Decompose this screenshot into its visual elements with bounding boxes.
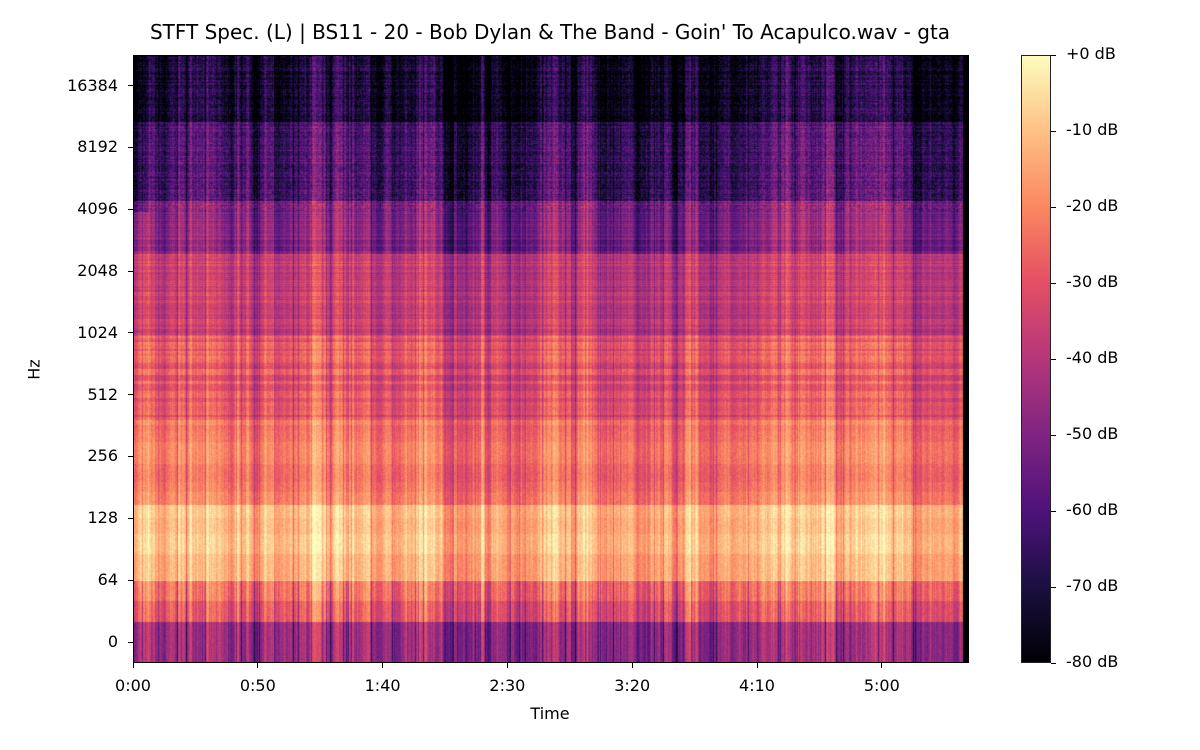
x-tick-mark bbox=[756, 663, 758, 668]
colorbar-tick-label: -50 dB bbox=[1066, 424, 1119, 443]
y-tick-mark bbox=[128, 579, 133, 581]
colorbar-tick-mark bbox=[1051, 130, 1056, 132]
y-tick-label: 8192 bbox=[77, 137, 118, 157]
x-tick-label: 3:20 bbox=[614, 676, 651, 695]
y-tick-mark bbox=[128, 394, 133, 396]
y-tick-label: 16384 bbox=[67, 75, 118, 95]
colorbar-tick-mark bbox=[1051, 282, 1056, 284]
colorbar-tick-mark bbox=[1051, 586, 1056, 588]
spectrogram-heatmap bbox=[134, 56, 968, 662]
y-tick-mark bbox=[128, 270, 133, 272]
colorbar-tick-label: +0 dB bbox=[1066, 44, 1116, 63]
x-tick-label: 5:00 bbox=[863, 676, 900, 695]
colorbar-tick-mark bbox=[1051, 54, 1056, 56]
x-tick-mark bbox=[881, 663, 883, 668]
x-tick-mark bbox=[132, 663, 134, 668]
colorbar-tick-label: -60 dB bbox=[1066, 500, 1119, 519]
colorbar-tick-mark bbox=[1051, 206, 1056, 208]
x-tick-label: 0:00 bbox=[115, 676, 151, 695]
y-tick-label: 512 bbox=[87, 384, 118, 404]
colorbar-tick-mark bbox=[1051, 510, 1056, 512]
colorbar-tick-label: -70 dB bbox=[1066, 576, 1119, 595]
spectrogram-plot-area bbox=[133, 55, 969, 663]
colorbar-tick-label: -40 dB bbox=[1066, 348, 1119, 367]
colorbar bbox=[1021, 55, 1051, 663]
y-tick-label: 128 bbox=[87, 508, 118, 528]
y-tick-mark bbox=[128, 641, 133, 643]
y-tick-mark bbox=[128, 208, 133, 210]
y-tick-label: 0 bbox=[107, 632, 118, 651]
y-tick-mark bbox=[128, 146, 133, 148]
x-tick-mark bbox=[257, 663, 259, 668]
colorbar-tick-label: -30 dB bbox=[1066, 272, 1119, 291]
y-tick-label: 1024 bbox=[77, 322, 118, 342]
colorbar-tick-mark bbox=[1051, 358, 1056, 360]
x-tick-label: 4:10 bbox=[739, 676, 775, 695]
colorbar-tick-label: -80 dB bbox=[1066, 652, 1119, 671]
x-tick-mark bbox=[506, 663, 508, 668]
colorbar-tick-label: -20 dB bbox=[1066, 196, 1119, 215]
colorbar-tick-mark bbox=[1051, 662, 1056, 664]
y-axis-label: Hz bbox=[24, 359, 44, 380]
y-tick-label: 256 bbox=[87, 446, 118, 466]
chart-title: STFT Spec. (L) | BS11 - 20 - Bob Dylan &… bbox=[149, 20, 951, 44]
x-axis-label: Time bbox=[530, 704, 570, 723]
y-tick-label: 64 bbox=[97, 570, 118, 589]
y-tick-label: 2048 bbox=[77, 261, 118, 280]
colorbar-tick-label: -10 dB bbox=[1066, 120, 1119, 139]
x-tick-label: 0:50 bbox=[239, 676, 276, 695]
x-tick-label: 1:40 bbox=[364, 676, 401, 695]
y-tick-mark bbox=[128, 455, 133, 457]
y-tick-mark bbox=[128, 332, 133, 334]
y-tick-mark bbox=[128, 517, 133, 519]
x-tick-label: 2:30 bbox=[489, 676, 526, 695]
y-tick-label: 4096 bbox=[77, 199, 118, 219]
colorbar-tick-mark bbox=[1051, 434, 1056, 436]
x-tick-mark bbox=[382, 663, 384, 668]
y-tick-mark bbox=[128, 85, 133, 87]
x-tick-mark bbox=[631, 663, 633, 668]
